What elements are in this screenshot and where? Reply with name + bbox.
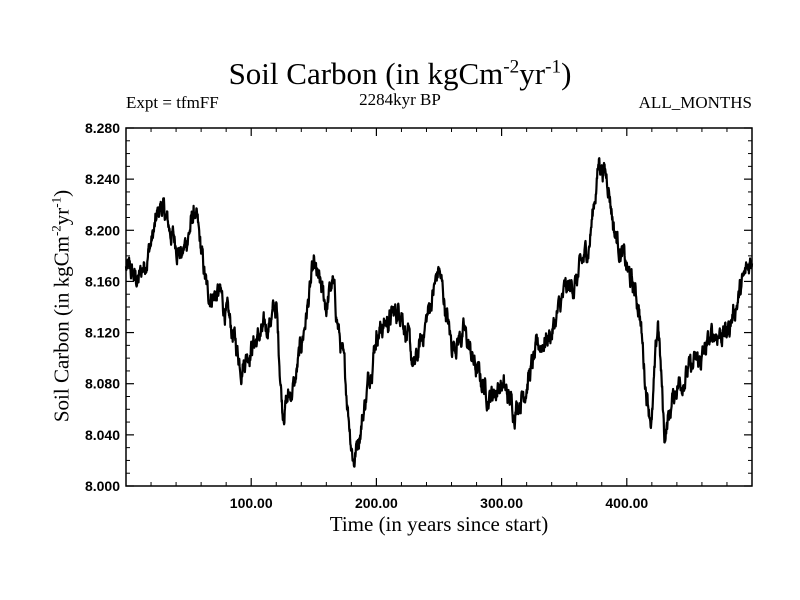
y-axis-ticks: 8.000 8.040 8.080 8.120 8.160 8.200 8.240 8.280 <box>85 120 752 494</box>
x-tick-label: 400.00 <box>605 495 648 511</box>
chart-title: Soil Carbon (in kgCm-2yr-1) <box>228 56 572 91</box>
y-tick-label: 8.280 <box>85 120 120 136</box>
y-axis-label: Soil Carbon (in kgCm-2yr-1) <box>48 189 74 423</box>
y-tick-label: 8.120 <box>85 325 120 341</box>
y-tick-label: 8.200 <box>85 222 120 238</box>
time-period-label: 2284kyr BP <box>359 90 441 109</box>
x-tick-label: 300.00 <box>480 495 523 511</box>
x-tick-label: 200.00 <box>355 495 398 511</box>
y-tick-label: 8.000 <box>85 478 120 494</box>
x-tick-label: 100.00 <box>230 495 273 511</box>
experiment-label: Expt = tfmFF <box>126 93 219 112</box>
y-tick-label: 8.240 <box>85 171 120 187</box>
x-axis-label: Time (in years since start) <box>329 512 549 536</box>
y-tick-label: 8.040 <box>85 427 120 443</box>
y-tick-label: 8.080 <box>85 376 120 392</box>
y-tick-label: 8.160 <box>85 273 120 289</box>
months-label: ALL_MONTHS <box>638 93 752 112</box>
data-series-line <box>124 157 754 468</box>
plot-frame <box>125 127 753 487</box>
